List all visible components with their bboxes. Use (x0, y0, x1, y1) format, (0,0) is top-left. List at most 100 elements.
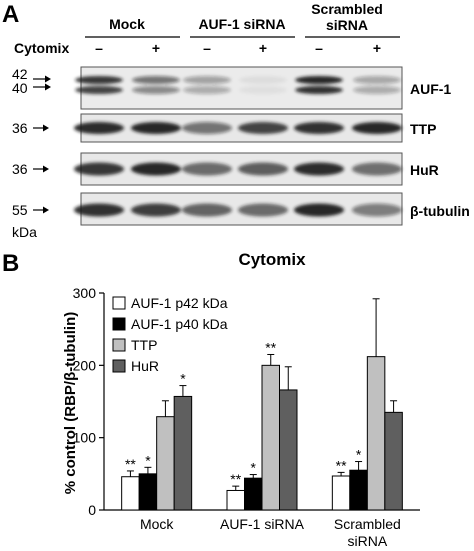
arrow-icon (33, 75, 51, 91)
bar (261, 364, 280, 511)
blot-band (239, 86, 287, 94)
blot-band (239, 76, 287, 84)
blot-band (294, 162, 344, 176)
x-category-label: AUF-1 siRNA (220, 516, 305, 532)
lane-sign: – (203, 40, 211, 56)
blot-band (352, 162, 402, 176)
bar (349, 469, 368, 511)
significance-label: * (180, 371, 186, 387)
blot-band (353, 86, 401, 94)
bar (331, 475, 351, 511)
group-label-mock: Mock (109, 16, 145, 32)
bar (384, 411, 403, 511)
protein-labels: AUF-1 TTP HuR β-tubulin (410, 81, 470, 219)
group-label-scrambled-sirna: Scrambled siRNA (311, 1, 383, 33)
mw-marker-36-ttp: 36 (12, 120, 28, 136)
bar (366, 356, 386, 511)
lane-sign: – (315, 40, 323, 56)
blot-band (238, 203, 288, 217)
significance-label: * (251, 460, 257, 476)
bar (173, 395, 193, 511)
blot-band (132, 76, 180, 84)
blot-band (75, 76, 123, 84)
blot-band (295, 86, 343, 94)
mw-marker-40: 40 (12, 80, 28, 96)
panel-b-letter: B (2, 250, 19, 277)
chart-legend: AUF-1 p42 kDa AUF-1 p40 kDa TTP HuR (112, 295, 228, 374)
bar (279, 389, 298, 511)
lane-signs: – + – + – + (95, 40, 381, 56)
blot-band (238, 162, 288, 176)
mw-markers: 42 40 36 36 55 kDa (12, 66, 51, 240)
significance-label: ** (336, 457, 347, 473)
significance-label: ** (230, 471, 241, 487)
y-tick-label: 100 (73, 430, 97, 446)
blot-band (295, 76, 343, 84)
group-label-auf1-sirna: AUF-1 siRNA (198, 16, 285, 32)
group-headers: Mock AUF-1 siRNA Scrambled siRNA (85, 1, 400, 38)
panel-a-letter: A (2, 1, 19, 28)
arrow-icon (33, 124, 49, 132)
blot-band (183, 86, 231, 94)
y-tick-label: 0 (88, 502, 96, 518)
blot-band (132, 86, 180, 94)
significance-label: ** (125, 456, 136, 472)
blot-band (352, 203, 402, 217)
arrow-icon (33, 206, 49, 214)
y-tick-label: 300 (73, 285, 97, 301)
legend-label: TTP (131, 337, 157, 353)
bar (226, 489, 245, 511)
blot-band (182, 162, 232, 176)
mw-marker-36-hur: 36 (12, 161, 28, 177)
bar (244, 477, 263, 511)
legend-label: AUF-1 p40 kDa (131, 316, 228, 332)
lane-sign: – (95, 40, 103, 56)
blot-band (183, 76, 231, 84)
blot-band (131, 162, 181, 176)
protein-label-tubulin: β-tubulin (410, 203, 470, 219)
protein-label-hur: HuR (410, 162, 439, 178)
blot-band (353, 76, 401, 84)
mw-marker-55: 55 (12, 202, 28, 218)
x-category-label: Scrambled siRNA (334, 516, 401, 549)
bar (138, 473, 158, 511)
y-tick-label: 200 (73, 357, 97, 373)
blot-auf1 (80, 66, 403, 110)
blot-band (75, 86, 123, 94)
x-category-label: Mock (140, 516, 174, 532)
legend-swatch (112, 317, 126, 331)
y-axis-title: % control (RBP/β-tubulin) (62, 312, 79, 494)
blot-band (131, 122, 181, 134)
arrow-icon (33, 165, 49, 173)
blot-band (352, 122, 402, 134)
significance-label: * (356, 447, 362, 463)
legend-swatch (112, 338, 126, 352)
significance-label: ** (265, 339, 276, 355)
legend-label: HuR (131, 358, 159, 374)
protein-label-auf1: AUF-1 (410, 81, 451, 97)
legend-swatch (112, 359, 126, 373)
blot-band (294, 203, 344, 217)
lane-sign: + (259, 40, 267, 56)
mw-marker-42: 42 (12, 66, 28, 82)
protein-label-ttp: TTP (410, 121, 436, 137)
legend-label: AUF-1 p42 kDa (131, 295, 228, 311)
chart-title: Cytomix (238, 250, 306, 269)
legend-swatch (112, 296, 126, 310)
blot-band (238, 122, 288, 134)
blot-band (294, 122, 344, 134)
blot-band (182, 203, 232, 217)
blot-band (74, 162, 124, 176)
blot-bands (74, 76, 402, 217)
mw-unit-label: kDa (12, 224, 37, 240)
lane-sign: + (152, 40, 160, 56)
blot-band (74, 203, 124, 217)
bar (121, 476, 140, 511)
significance-label: * (145, 452, 151, 468)
treatment-label: Cytomix (14, 40, 69, 56)
bar (156, 416, 175, 511)
blot-band (182, 122, 232, 134)
blot-band (131, 203, 181, 217)
